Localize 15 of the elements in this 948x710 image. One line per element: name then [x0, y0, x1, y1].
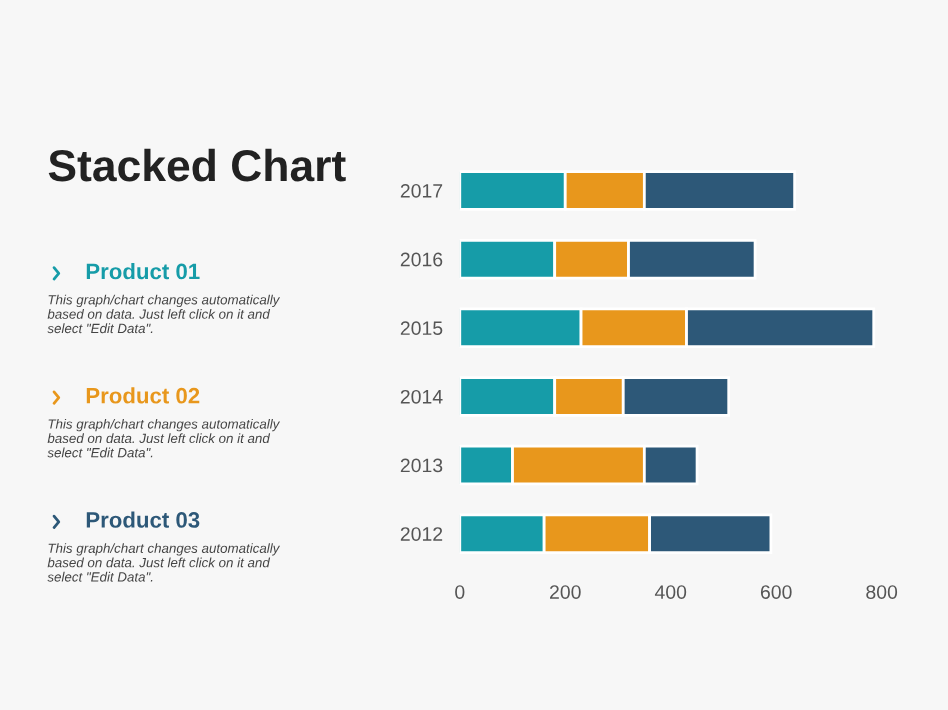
y-tick-label: 2012 [400, 527, 443, 541]
x-tick-label: 800 [866, 585, 898, 599]
y-tick-label: 2015 [400, 321, 443, 336]
x-tick-label: 200 [550, 585, 581, 599]
y-tick-label: 2016 [400, 252, 443, 267]
legend-label: Product 01 [86, 262, 200, 280]
x-tick-label: 0 [455, 585, 465, 599]
y-tick-label: 2017 [400, 183, 443, 198]
x-tick-label: 400 [654, 585, 687, 599]
x-tick-label: 600 [760, 585, 792, 599]
y-tick-label: 2014 [400, 389, 443, 404]
y-tick-label: 2013 [400, 458, 443, 473]
legend-label: Product 02 [86, 387, 200, 404]
legend-label: Product 03 [86, 511, 200, 528]
chart-title: Stacked Chart [48, 148, 346, 182]
